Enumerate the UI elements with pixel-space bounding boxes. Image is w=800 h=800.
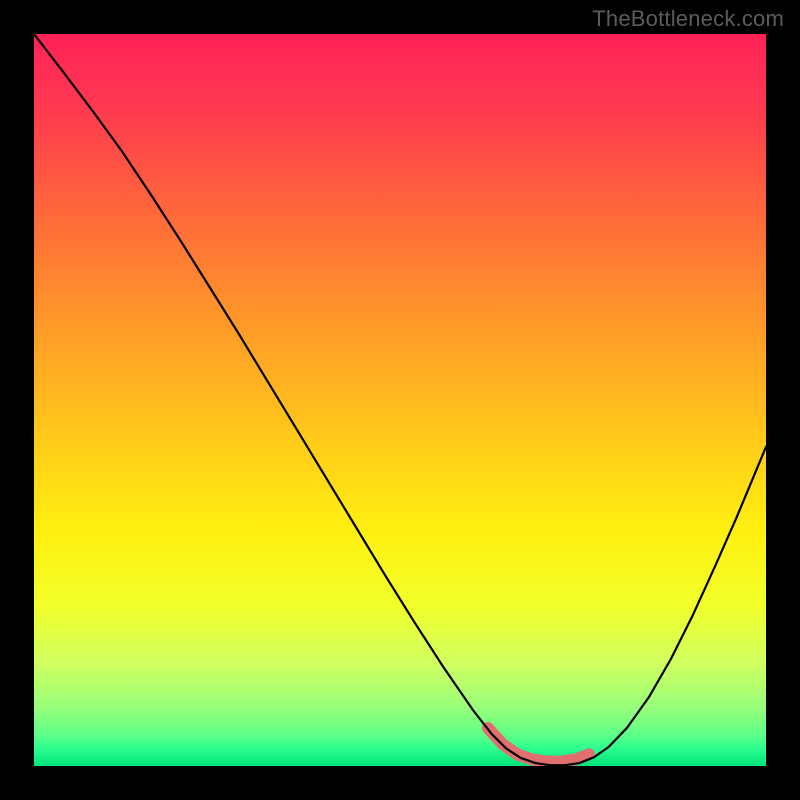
gradient-background — [34, 34, 766, 766]
chart-svg — [34, 34, 766, 766]
watermark-text: TheBottleneck.com — [592, 6, 784, 32]
chart-plot-area — [34, 34, 766, 766]
